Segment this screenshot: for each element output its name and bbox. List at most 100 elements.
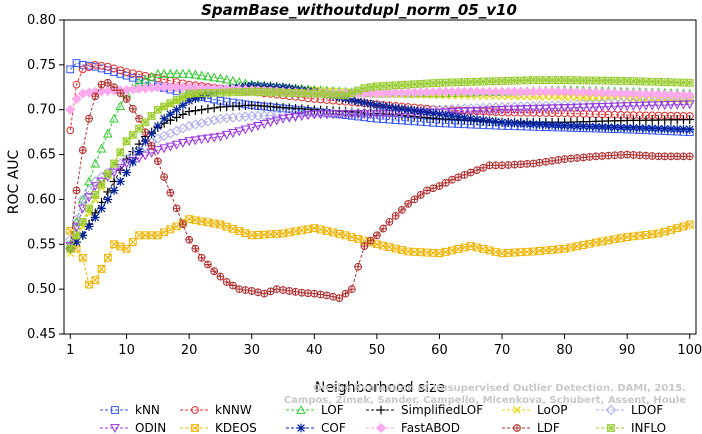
data-point-cof (103, 195, 113, 204)
data-point-ldf (285, 287, 294, 295)
data-point-ldf (316, 290, 325, 299)
data-point-odin (678, 100, 689, 110)
data-point-ldf (617, 151, 625, 159)
data-point-odin (378, 110, 388, 120)
data-point-loop (592, 94, 600, 102)
watermark-line-1: Campos, Zimek, Sander, Campello, Micenko… (284, 395, 686, 406)
x-tick-label: 1 (66, 343, 74, 358)
data-point-ldf (485, 161, 494, 170)
data-point-ldof (684, 95, 695, 106)
data-point-cof (109, 186, 119, 195)
legend-label-knn: kNN (135, 403, 160, 417)
data-point-ldf (516, 160, 525, 169)
data-point-knnw (535, 109, 544, 117)
y-tick-label: 0.80 (27, 13, 56, 28)
data-point-odin (459, 107, 470, 117)
data-point-ldf (491, 161, 500, 170)
data-point-odin (278, 114, 288, 124)
data-point-ldf (591, 152, 600, 161)
x-tick-label: 50 (369, 343, 386, 358)
data-point-odin (240, 125, 251, 135)
y-tick-label: 0.70 (27, 103, 56, 118)
data-point-kdeos (385, 243, 394, 252)
data-point-odin (90, 182, 101, 192)
data-point-knnw (66, 126, 75, 135)
y-tick-label: 0.60 (27, 192, 56, 207)
data-point-ldf (229, 281, 237, 290)
data-point-inflo (97, 180, 106, 189)
data-point-cof (591, 122, 601, 132)
data-point-kdeos (128, 238, 137, 246)
data-point-kdeos (529, 247, 538, 256)
data-point-cof (585, 122, 595, 131)
data-point-odin (84, 193, 94, 203)
data-point-ldf (685, 152, 694, 161)
data-point-kdeos (222, 222, 231, 231)
data-point-kdeos (85, 280, 93, 289)
data-point-cof (397, 104, 407, 114)
data-point-kdeos (460, 243, 469, 252)
legend-entry-ldof: LDOF (596, 403, 663, 417)
data-point-lof (146, 71, 157, 81)
y-tick-label: 0.75 (27, 58, 56, 73)
y-tick-label: 0.50 (27, 282, 56, 297)
data-point-odin (572, 103, 582, 113)
data-point-ldf (322, 291, 331, 300)
data-point-cof (597, 122, 607, 132)
data-point-kdeos (648, 230, 657, 239)
data-point-ldf (335, 294, 344, 302)
data-point-cof (522, 119, 532, 129)
x-tick-label: 40 (306, 343, 323, 358)
y-tick-label: 0.55 (27, 237, 56, 252)
data-point-cof (578, 122, 588, 131)
data-point-kdeos (97, 265, 106, 273)
data-point-ldf (573, 154, 582, 162)
data-point-cof (635, 123, 645, 133)
data-point-odin (515, 105, 526, 115)
legend-entry-cof: COF (286, 421, 346, 434)
data-point-inflo (110, 159, 118, 168)
data-point-odin (497, 105, 507, 115)
data-point-simplifiedlof (191, 106, 200, 116)
legend-marker-knn (111, 406, 119, 414)
data-point-odin (484, 106, 495, 116)
data-point-lof (178, 68, 188, 78)
data-point-lof (159, 68, 169, 78)
data-point-lof (96, 143, 107, 153)
data-point-cof (547, 120, 557, 130)
data-point-kdeos (285, 228, 294, 237)
data-point-odin (178, 139, 188, 148)
data-point-lof (140, 74, 151, 84)
data-point-inflo (172, 96, 181, 104)
data-point-odin (553, 104, 564, 114)
data-point-kdeos (598, 237, 607, 246)
data-point-knn (128, 73, 137, 82)
legend-marker-ldof (605, 404, 617, 416)
data-point-cof (497, 117, 507, 127)
data-point-kdeos (491, 247, 500, 256)
data-point-cof (641, 123, 651, 133)
data-point-cof (372, 100, 382, 110)
data-point-kdeos (435, 249, 444, 258)
data-point-knn (72, 59, 81, 67)
data-point-cof (366, 99, 376, 109)
data-point-odin (253, 121, 263, 131)
data-point-kdeos (329, 228, 337, 237)
data-point-ldf (416, 191, 425, 199)
data-point-ldf (304, 289, 312, 297)
data-point-ldf (266, 287, 275, 296)
data-point-knnw (510, 108, 519, 117)
data-point-cof (441, 110, 451, 120)
data-point-odin (246, 123, 257, 133)
data-point-cof (428, 108, 438, 118)
data-point-lof (209, 72, 220, 82)
data-point-simplifiedlof (178, 110, 188, 119)
data-point-ldf (535, 158, 544, 167)
data-point-odin (465, 107, 476, 117)
data-point-ldf (466, 168, 475, 177)
data-point-knn (66, 65, 75, 74)
data-point-ldf (191, 244, 200, 253)
data-point-odin (234, 127, 245, 137)
data-point-knnw (72, 80, 81, 89)
